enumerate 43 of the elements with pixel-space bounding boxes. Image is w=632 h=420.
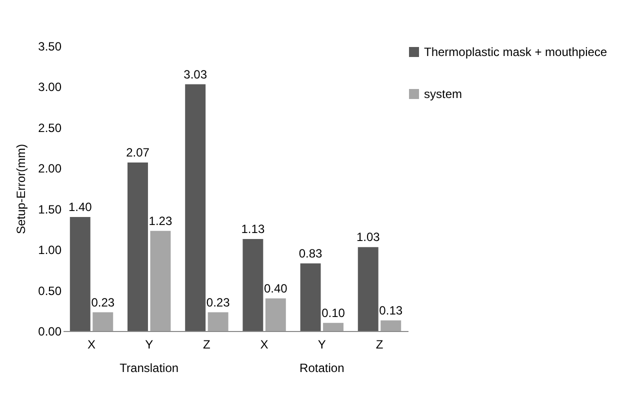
y-tick-label: 3.50 [38,40,62,54]
y-tick-label: 0.50 [38,284,62,298]
bar [128,162,148,331]
x-tick-label: X [88,338,96,352]
data-label: 0.13 [379,303,403,318]
data-label: 0.23 [91,295,115,310]
data-label: 2.07 [126,145,150,160]
legend-label: Thermoplastic mask + mouthpiece [424,45,608,59]
bar [323,322,344,331]
bar [265,298,286,331]
bar [380,320,402,331]
x-tick-label: X [260,338,268,352]
y-axis-title: Setup-Error(mm) [14,144,28,234]
y-tick-label: 2.50 [38,120,62,135]
data-label: 0.40 [264,281,288,296]
x-tick-label: Z [376,338,384,352]
data-label: 1.40 [68,200,92,214]
x-tick-label: Y [318,338,326,352]
bar [242,238,264,331]
data-label: 1.23 [148,214,172,228]
text: Rotation [300,361,344,375]
data-label: 0.23 [206,295,230,310]
bar [92,312,114,331]
data-label: 1.03 [356,230,380,244]
data-label: 3.03 [184,67,208,82]
text: Translation [120,361,179,375]
y-tick-label: 3.00 [38,80,62,94]
bar [358,247,378,331]
y-tick-label: 2.00 [38,162,62,176]
x-tick-label: Y [145,338,154,352]
y-tick-label: 1.50 [38,202,62,216]
y-tick-label: 1.00 [38,243,62,258]
x-tick-label: Z [203,338,210,352]
bar [70,217,90,331]
data-label: 0.10 [322,306,346,320]
bar [208,312,228,331]
bar [300,263,321,331]
data-label: 0.83 [298,246,323,260]
y-tick-label: 0.00 [38,324,62,338]
bar [185,84,206,331]
legend-label: system [424,87,462,101]
data-label: 1.13 [241,222,265,236]
bar [150,230,171,331]
